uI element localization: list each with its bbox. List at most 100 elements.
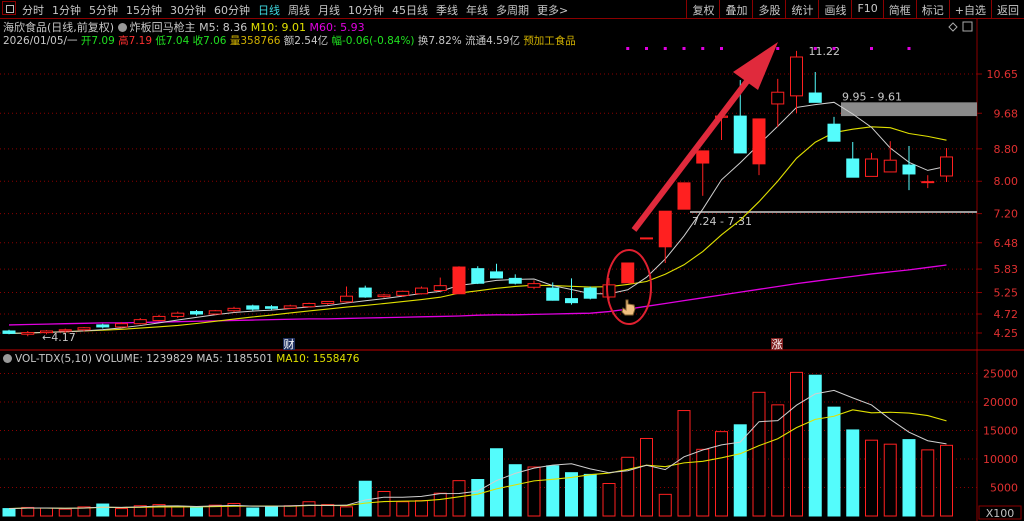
volume-indicator-dropdown-icon[interactable] <box>3 354 12 363</box>
candle <box>640 237 653 240</box>
tool-button[interactable]: 复权 <box>686 0 719 18</box>
indicator-name[interactable]: 炸板回马枪主 <box>129 21 196 34</box>
volume-bar <box>827 406 841 517</box>
panel-toggle-icon[interactable] <box>2 1 16 15</box>
candle-body <box>208 310 222 315</box>
volume-bar <box>302 501 316 517</box>
volume-tick-label: 10000 <box>983 453 1018 466</box>
sector-link[interactable]: 预加工食品 <box>523 35 576 47</box>
period-tab[interactable]: 45日线 <box>392 4 428 17</box>
candle-body <box>190 311 203 315</box>
volume-bar <box>377 490 391 517</box>
price-tick-label: 5.83 <box>994 263 1019 276</box>
period-tab[interactable]: 月线 <box>318 4 340 17</box>
candle <box>302 302 316 308</box>
tool-button[interactable]: 返回 <box>991 0 1024 18</box>
top-toolbar: 分时 1分钟 5分钟 15分钟 30分钟 60分钟 日线 周线 月线 10分钟 45日线 季线 年线 多周… <box>0 0 1024 19</box>
candle <box>527 280 541 290</box>
volume-bar <box>808 374 822 517</box>
volume-bar <box>921 449 935 517</box>
tool-button[interactable]: 标记 <box>915 0 949 18</box>
period-tab[interactable]: 季线 <box>436 4 458 17</box>
ma60-value: M60: 5.93 <box>309 21 365 34</box>
price-tick-label: 9.68 <box>994 107 1019 120</box>
candle-body <box>865 158 878 177</box>
volume-bar <box>171 505 185 517</box>
period-tab[interactable]: 5分钟 <box>89 4 118 17</box>
volume-bar <box>40 507 53 517</box>
quote-line: 2026/01/05/一 开7.09 高7.19 低7.04 收7.06 量35… <box>3 33 576 48</box>
candle-body <box>771 91 785 105</box>
candle-body <box>677 182 691 210</box>
indicator-dropdown-icon[interactable] <box>117 23 127 32</box>
candle <box>621 262 635 284</box>
candle-body <box>565 298 578 304</box>
candle-body <box>527 283 541 288</box>
candle-body <box>602 284 616 298</box>
candle <box>452 266 466 295</box>
candle-body <box>433 285 447 292</box>
trend-arrow-shaft <box>631 78 751 232</box>
candle <box>921 175 935 189</box>
resistance-band <box>841 102 977 117</box>
period-tab[interactable]: 周线 <box>288 4 310 17</box>
tool-button[interactable]: F10 <box>851 0 882 18</box>
volume-bar <box>771 404 785 517</box>
candle-body <box>508 277 522 284</box>
period-tab[interactable]: 15分钟 <box>126 4 162 17</box>
volume-bar <box>640 437 653 517</box>
ma10-line <box>8 126 947 334</box>
candle <box>846 141 860 178</box>
tool-button[interactable]: 统计 <box>785 0 818 18</box>
candle-body <box>377 294 391 298</box>
volume-bar <box>621 456 635 517</box>
period-tab[interactable]: 年线 <box>466 4 488 17</box>
volume-bar <box>133 505 147 517</box>
tool-button[interactable]: +自选 <box>948 0 991 18</box>
volume-bar <box>321 504 335 517</box>
candle <box>565 278 578 305</box>
high-price-label: 11.22 <box>809 45 841 58</box>
candle-body <box>490 271 503 279</box>
volume-bar <box>246 507 260 517</box>
tool-button[interactable]: 画线 <box>818 0 851 18</box>
volume-ma10: MA10: 1558476 <box>276 353 360 365</box>
volume-indicator-name[interactable]: VOL-TDX(5,10) <box>15 353 93 365</box>
period-tab[interactable]: 30分钟 <box>170 4 206 17</box>
period-tab[interactable]: 分时 <box>22 4 44 17</box>
price-tick-label: 8.80 <box>994 143 1019 156</box>
candle <box>96 323 110 329</box>
tool-button[interactable]: 多股 <box>752 0 785 18</box>
resistance-label: 9.95 - 9.61 <box>842 90 902 103</box>
close-value: 7.06 <box>203 35 227 47</box>
candle <box>415 286 428 295</box>
candle <box>883 141 897 173</box>
highlight-circle <box>606 249 652 325</box>
tool-button[interactable]: 简框 <box>882 0 916 18</box>
support-label: 7.24 - 7.31 <box>692 215 752 228</box>
volume-bar <box>358 480 372 517</box>
hand-cursor-icon <box>621 299 636 316</box>
candle-body <box>152 315 166 321</box>
volume-bar <box>115 508 128 517</box>
candle-body <box>115 323 128 328</box>
volume-bar <box>865 439 878 517</box>
period-tab[interactable]: 更多> <box>537 4 569 17</box>
period-tab[interactable]: 60分钟 <box>214 4 250 17</box>
candle <box>677 182 691 210</box>
period-tab[interactable]: 10分钟 <box>348 4 384 17</box>
price-tick-label: 6.48 <box>994 237 1019 250</box>
period-tab[interactable]: 日线 <box>258 4 280 17</box>
period-tab[interactable]: 1分钟 <box>52 4 81 17</box>
limit-up-marker-bg <box>771 338 783 350</box>
tool-button[interactable]: 叠加 <box>719 0 752 18</box>
volume-bar <box>583 473 597 517</box>
candle-body <box>546 287 560 301</box>
volume-bar <box>715 431 728 517</box>
candle-body <box>902 164 916 175</box>
volume-bar <box>902 439 916 517</box>
volume-label: 量 <box>229 35 241 47</box>
period-tab[interactable]: 多周期 <box>496 4 529 17</box>
candle-body <box>358 287 372 298</box>
